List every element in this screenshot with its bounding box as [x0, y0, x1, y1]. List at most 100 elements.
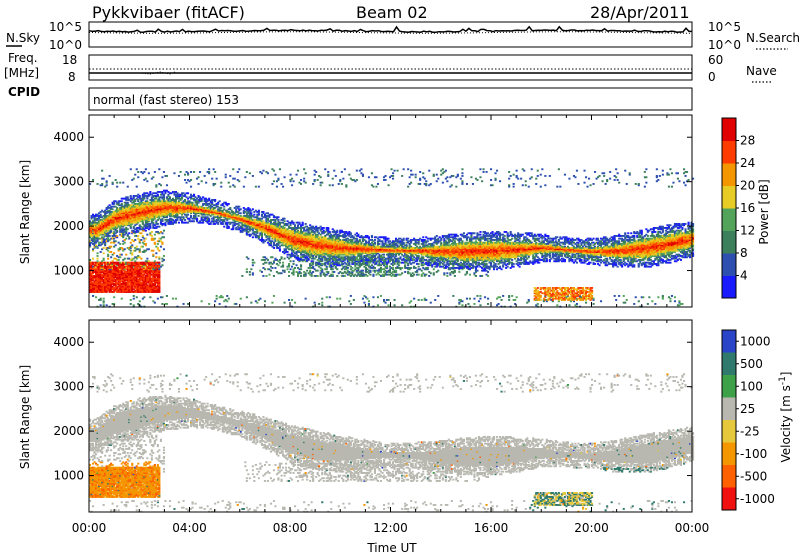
power-cell — [161, 242, 163, 244]
freq-left-tick-bottom: 8 — [68, 70, 76, 84]
power-cell — [97, 183, 99, 185]
power-cell — [92, 179, 94, 181]
power-cell — [124, 242, 126, 244]
power-cell — [178, 175, 180, 177]
power-cell — [133, 304, 135, 306]
power-cell — [288, 299, 290, 301]
power-cell — [160, 246, 162, 248]
power-cell — [223, 226, 225, 228]
power-cell — [152, 250, 154, 252]
power-cell — [273, 295, 275, 297]
freq-strip: Freq. [MHz] 18 8 60 0 Nave — [4, 51, 777, 84]
power-cell — [161, 303, 163, 305]
power-cell — [103, 252, 105, 254]
power-cell — [155, 184, 157, 186]
power-cell — [158, 256, 160, 258]
power-cell — [252, 259, 254, 261]
power-cell — [252, 264, 254, 266]
power-cell — [277, 178, 279, 180]
power-cell — [291, 299, 293, 301]
power-cell — [173, 172, 175, 174]
power-cell — [95, 296, 97, 298]
power-cell — [332, 184, 334, 186]
power-cell — [178, 222, 180, 224]
power-cell — [121, 200, 123, 202]
power-cell — [124, 248, 126, 250]
power-cell — [258, 186, 260, 188]
power-cell — [216, 178, 218, 180]
power-cell — [152, 176, 154, 178]
power-cell — [113, 296, 115, 298]
power-cell — [190, 171, 192, 173]
power-cell — [287, 251, 289, 253]
freq-left-label-2: [MHz] — [4, 66, 39, 80]
power-cell — [228, 298, 230, 300]
freq-right-label: Nave — [746, 64, 777, 78]
power-cell — [321, 182, 323, 184]
power-cell — [127, 202, 129, 204]
power-cell — [321, 302, 323, 304]
power-cell — [271, 302, 273, 304]
power-cell — [154, 234, 156, 236]
power-cell — [247, 258, 249, 260]
power-cell — [329, 296, 331, 298]
noise-right-label: N.Search — [746, 31, 800, 45]
power-cell — [279, 168, 281, 170]
power-cell — [143, 296, 145, 298]
power-cell — [97, 252, 99, 254]
power-cell — [163, 171, 165, 173]
power-cell — [201, 300, 203, 302]
power-cell — [184, 219, 186, 221]
power-cell — [250, 302, 252, 304]
power-cell — [305, 172, 307, 174]
power-cell — [225, 174, 227, 176]
power-cell — [146, 234, 148, 236]
power-cell — [137, 235, 139, 237]
power-cell — [277, 216, 279, 218]
power-cell — [148, 248, 150, 250]
power-cell — [163, 248, 165, 250]
power-cell — [103, 300, 105, 302]
power-cell — [97, 258, 99, 260]
power-cell — [294, 267, 296, 269]
power-cell — [115, 179, 117, 181]
power-cell — [128, 236, 130, 238]
power-cell — [127, 228, 129, 230]
power-cell — [226, 300, 228, 302]
power-cell — [300, 264, 302, 266]
power-cell — [131, 244, 133, 246]
power-cell — [327, 174, 329, 176]
power-cell — [336, 230, 338, 232]
power-cell — [157, 247, 159, 249]
power-cell — [130, 299, 132, 301]
power-cell — [107, 254, 109, 256]
power-cell — [110, 246, 112, 248]
power-cell — [300, 179, 302, 181]
power-cell — [238, 206, 240, 208]
power-cell — [246, 171, 248, 173]
power-cell — [149, 191, 151, 193]
power-cell — [317, 270, 319, 272]
power-cell — [261, 172, 263, 174]
power-cell — [288, 271, 290, 273]
power-cell — [216, 298, 218, 300]
date-label: 28/Apr/2011 — [590, 3, 690, 22]
power-cell — [303, 168, 305, 170]
power-cell — [246, 296, 248, 298]
power-cell — [142, 246, 144, 248]
power-cell — [238, 180, 240, 182]
power-cell — [288, 263, 290, 265]
power-cell — [219, 200, 221, 202]
power-cell — [140, 232, 142, 234]
power-cell — [317, 179, 319, 181]
power-cell — [312, 271, 314, 273]
power-cell — [344, 168, 346, 170]
power-cell — [296, 264, 298, 266]
power-cell — [127, 186, 129, 188]
power-cell — [184, 199, 186, 201]
power-cell — [146, 180, 148, 182]
power-cell — [288, 275, 290, 277]
power-cell — [267, 172, 269, 174]
noise-left-tick-top: 10^5 — [49, 20, 82, 34]
power-cell — [267, 259, 269, 261]
